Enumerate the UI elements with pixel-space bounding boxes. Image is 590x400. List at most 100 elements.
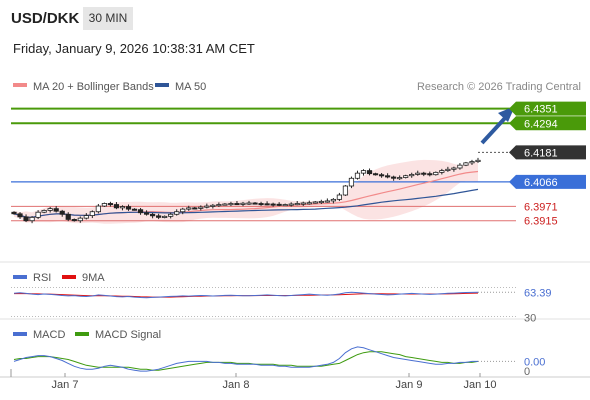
candle-body: [101, 203, 107, 207]
ma20-legend-swatch: [13, 83, 27, 87]
timeframe-badge[interactable]: 30 MIN: [83, 7, 133, 30]
candle-body: [433, 171, 439, 176]
candle-body: [168, 213, 174, 217]
candle-body: [336, 194, 343, 200]
candle-body: [17, 213, 23, 218]
last-price-label: 6.4181: [524, 147, 558, 159]
candle-body: [258, 203, 264, 206]
candle-body: [77, 217, 83, 222]
candle-body: [324, 200, 330, 203]
last-price-label-bg: [509, 145, 586, 160]
candle-body: [71, 219, 77, 222]
candle-body: [348, 177, 355, 187]
x-axis: Jan 7 Jan 8 Jan 9 Jan 10: [10, 369, 497, 391]
ma50-legend-label: MA 50: [175, 81, 206, 93]
candle-body: [240, 202, 246, 205]
pivot-label-bg: [509, 174, 586, 189]
candle-body: [391, 176, 397, 179]
candle-body: [439, 170, 445, 173]
candle-body: [149, 213, 156, 217]
bollinger-band-area: [14, 159, 478, 224]
candle-body: [366, 170, 373, 175]
symbol-title: USD/DKK: [11, 10, 80, 27]
macd-signal-legend-swatch: [75, 332, 89, 336]
support-label: 6.3971: [524, 201, 558, 213]
candle-body: [457, 164, 463, 169]
candle-body: [234, 203, 240, 206]
candle-body: [198, 206, 204, 209]
resistance-label-bg: [509, 116, 586, 131]
macd-panel: 0.000: [13, 346, 545, 378]
candle-body: [29, 216, 35, 222]
candle-body: [378, 174, 385, 177]
candle-body: [415, 172, 421, 175]
rsi-last-value-label: 63.39: [524, 287, 552, 299]
rsi-9ma-legend-swatch: [62, 275, 76, 279]
candle-body: [385, 175, 391, 178]
x-axis-tick-label: Jan 8: [223, 379, 250, 391]
rsi-legend-label: RSI: [33, 272, 51, 284]
candle-body: [397, 177, 403, 180]
candle-body: [427, 173, 433, 176]
candle-body: [143, 212, 150, 215]
ma50-legend-swatch: [155, 83, 169, 87]
macd-last-value-label: 0.00: [524, 356, 545, 368]
candle-body: [372, 173, 379, 176]
x-axis-tick-label: Jan 10: [463, 379, 496, 391]
candle-body: [354, 172, 361, 179]
macd-legend: MACD MACD Signal: [13, 329, 161, 341]
x-axis-tick-label: Jan 7: [52, 379, 79, 391]
candle-body: [53, 208, 59, 212]
candle-body: [174, 211, 180, 215]
candle-body: [210, 204, 216, 207]
candle-body: [330, 198, 336, 202]
rsi-legend: RSI 9MA: [13, 272, 105, 284]
candle-body: [294, 203, 300, 206]
rsi-line: [13, 291, 479, 299]
candle-body: [246, 202, 252, 205]
candle-body: [421, 172, 427, 175]
candle-body: [342, 185, 349, 196]
level-labels: 6.4351 6.4294 6.4181 6.4066 6.3971 6.3915: [509, 101, 586, 228]
candle-body: [47, 208, 53, 211]
candle-body: [83, 215, 89, 219]
candle-body: [228, 203, 234, 206]
candle-body: [360, 170, 367, 174]
candle-body: [131, 208, 138, 211]
candle-body: [23, 216, 29, 222]
chart-datetime: Friday, January 9, 2026 10:38:31 AM CET: [13, 41, 255, 56]
candle-body: [222, 203, 228, 206]
candle-body: [11, 211, 17, 215]
price-legend: MA 20 + Bollinger Bands MA 50 Research ©…: [13, 81, 581, 93]
candle-body: [180, 208, 186, 213]
macd-signal-legend-label: MACD Signal: [95, 329, 161, 341]
candle-body: [216, 204, 222, 207]
candle-body: [113, 204, 120, 209]
resistance-label-bg: [509, 101, 586, 116]
rsi-9ma-legend-label: 9MA: [82, 272, 105, 284]
rsi-panel: 63.39 30: [11, 286, 552, 325]
candle-body: [125, 206, 132, 210]
support-label: 6.3915: [524, 216, 558, 228]
candle-body: [65, 213, 71, 220]
macd-zero-tick-label: 0: [524, 366, 530, 378]
candle-body: [276, 203, 282, 206]
candle-body: [445, 168, 451, 171]
candle-body: [475, 159, 481, 162]
projection-arrow-shaft: [480, 115, 508, 145]
ma20-legend-label: MA 20 + Bollinger Bands: [33, 81, 154, 93]
candle-body: [451, 167, 457, 170]
candle-body: [282, 204, 288, 207]
candle-body: [192, 207, 198, 210]
pivot-label: 6.4066: [524, 177, 558, 189]
bollinger-band: [14, 159, 478, 224]
candle-body: [270, 203, 276, 206]
candle-body: [463, 162, 469, 166]
candle-body: [186, 207, 192, 210]
candle-body: [300, 202, 306, 205]
macd-signal-line: [13, 351, 479, 371]
candle-body: [204, 205, 210, 208]
candle-body: [312, 201, 318, 204]
candle-body: [41, 210, 47, 213]
